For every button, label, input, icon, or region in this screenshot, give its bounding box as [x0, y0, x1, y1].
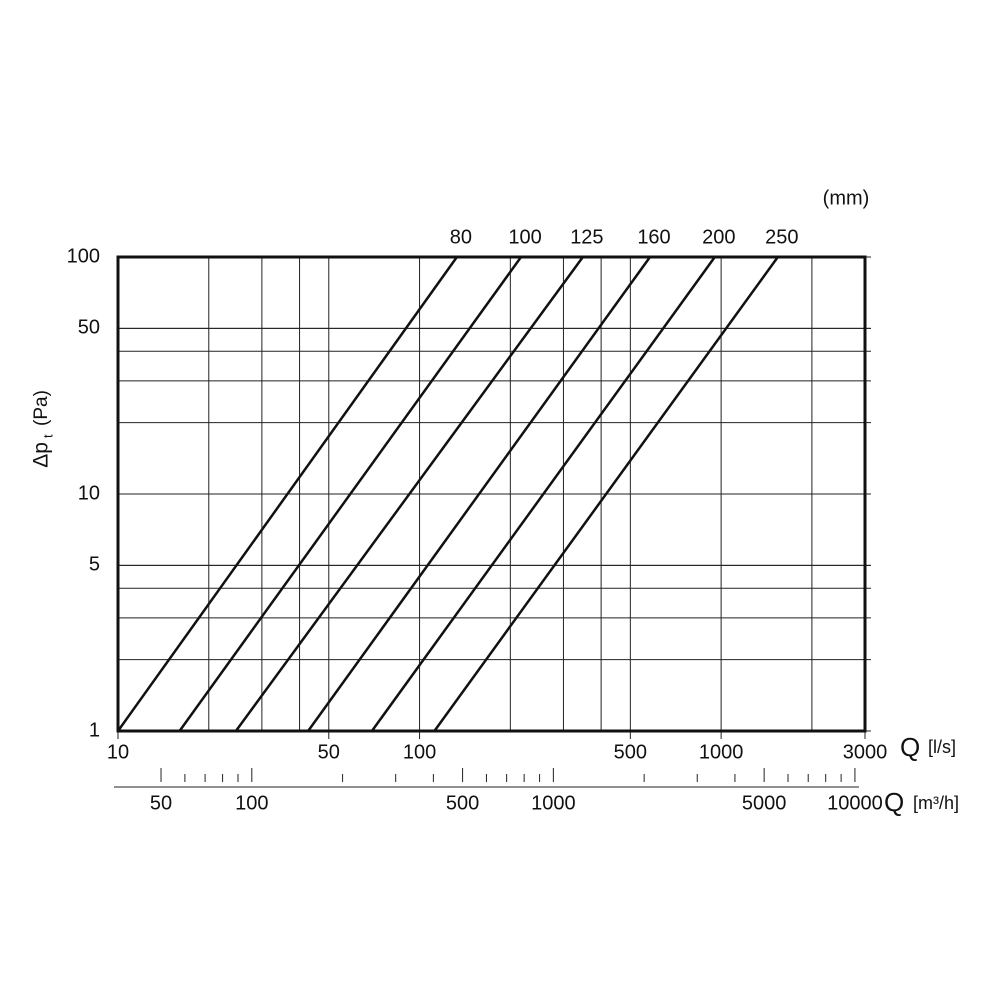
curve [433, 256, 779, 732]
curve-label: 160 [637, 226, 670, 248]
curve-label: 250 [765, 226, 798, 248]
unit-label: (mm) [823, 187, 870, 209]
x-unit: [l/s] [928, 737, 956, 757]
x-label: Q [900, 732, 920, 762]
curve [307, 256, 652, 732]
curve-label: 200 [702, 226, 735, 248]
x-tick-label: 1000 [699, 741, 744, 763]
curve [370, 256, 716, 732]
y-tick-label: 100 [67, 245, 100, 267]
y-tick-label: 10 [78, 482, 100, 504]
curve [178, 256, 523, 732]
curve-label: 125 [570, 226, 603, 248]
y-label: Δp [30, 442, 53, 468]
y-label-sub: t [40, 434, 55, 438]
x2-tick-label: 500 [446, 792, 479, 814]
x2-tick-label: 100 [235, 792, 268, 814]
y-label-unit: (Pa) [31, 390, 52, 426]
x-tick-label: 3000 [843, 741, 888, 763]
x2-tick-label: 10000 [827, 792, 883, 814]
curve-label: 80 [450, 226, 472, 248]
x2-tick-label: 50 [150, 792, 172, 814]
curve-label: 100 [508, 226, 541, 248]
y-axis-title: Δp t (Pa) [30, 390, 56, 468]
x2-label: Q [884, 787, 904, 817]
curve [116, 256, 458, 732]
y-tick-label: 1 [89, 719, 100, 741]
x-tick-label: 100 [403, 741, 436, 763]
curve [234, 256, 584, 732]
x2-tick-label: 5000 [742, 792, 787, 814]
y-tick-label: 5 [89, 554, 100, 576]
x2-tick-label: 1000 [531, 792, 576, 814]
x2-unit: [m³/h] [913, 793, 959, 813]
plot-frame [116, 255, 867, 733]
y-tick-label: 50 [78, 317, 100, 339]
x-tick-label: 500 [614, 741, 647, 763]
x-tick-label: 10 [107, 741, 129, 763]
x-tick-label: 50 [318, 741, 340, 763]
